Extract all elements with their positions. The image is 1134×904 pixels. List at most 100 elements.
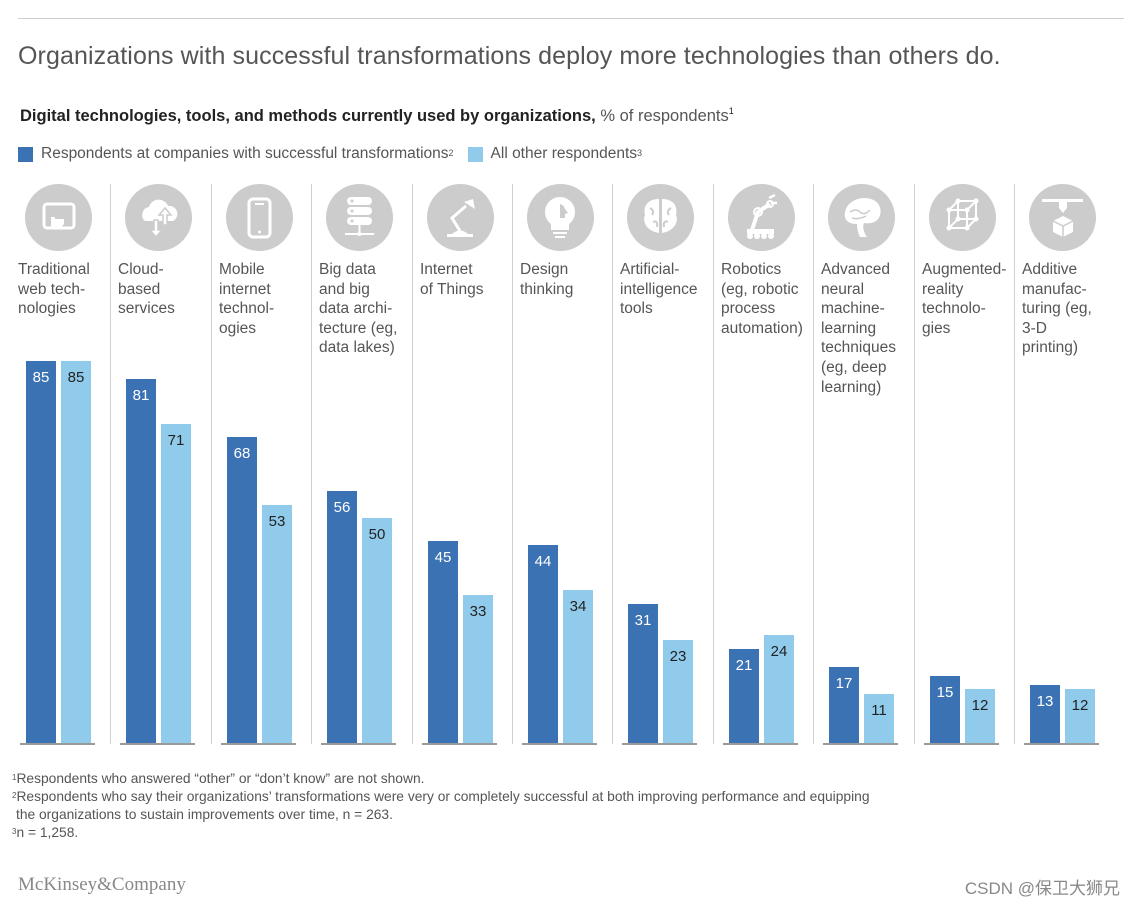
- footnote-marker: 3: [12, 827, 17, 836]
- footnotes: 1Respondents who answered “other” or “do…: [12, 770, 870, 842]
- category-label: Augmented- reality technolo- gies: [922, 261, 1007, 337]
- bar-successful: [327, 491, 357, 743]
- bar-value-label: 85: [67, 369, 85, 386]
- column-divider: [512, 184, 513, 744]
- category-baseline: [723, 743, 798, 745]
- column-divider: [813, 184, 814, 744]
- bar-value-label: 23: [669, 648, 687, 665]
- bar-successful: [729, 649, 759, 743]
- chart-headline: Organizations with successful transforma…: [18, 42, 1001, 70]
- column-divider: [713, 184, 714, 744]
- category-baseline: [422, 743, 497, 745]
- watermark: CSDN @保卫大狮兄: [964, 879, 1120, 898]
- bar-others: [965, 689, 995, 743]
- bar-value-label: 24: [770, 643, 788, 660]
- subtitle-unit: % of respondents: [600, 107, 729, 125]
- legend: Respondents at companies with successful…: [18, 145, 656, 163]
- footnote-3: 3n = 1,258.: [12, 824, 870, 842]
- bar-value-label: 17: [835, 675, 853, 692]
- smartphone-icon: [226, 184, 293, 251]
- bar-successful: [26, 361, 56, 743]
- category-label: Artificial- intelligence tools: [620, 261, 698, 318]
- bar-others: [262, 505, 292, 743]
- legend-footnote-ref: 2: [448, 148, 454, 158]
- cloud-sync-icon: [125, 184, 192, 251]
- bar-successful: [829, 667, 859, 743]
- footnote-text: Respondents who say their organizations’…: [16, 789, 870, 804]
- bar-successful: [1030, 685, 1060, 743]
- footnote-text: the organizations to sustain improvement…: [16, 807, 393, 822]
- bar-successful: [126, 379, 156, 743]
- category-baseline: [823, 743, 898, 745]
- legend-item-successful: Respondents at companies with successful…: [18, 145, 454, 163]
- category-label: Design thinking: [520, 261, 574, 298]
- bar-others: [764, 635, 794, 743]
- legend-item-others: All other respondents 3: [467, 145, 643, 163]
- bar-others: [563, 590, 593, 743]
- column-divider: [110, 184, 111, 744]
- category-baseline: [622, 743, 697, 745]
- bar-successful: [930, 676, 960, 743]
- bar-value-label: 15: [936, 684, 954, 701]
- category-label: Advanced neural machine- learning techni…: [821, 261, 896, 396]
- server-stack-icon: [326, 184, 393, 251]
- brain-icon: [627, 184, 694, 251]
- footnote-marker: 1: [12, 773, 17, 782]
- bar-value-label: 68: [233, 445, 251, 462]
- legend-label-others: All other respondents: [490, 145, 638, 162]
- category-label: Robotics (eg, robotic process automation…: [721, 261, 803, 337]
- bar-value-label: 11: [871, 702, 887, 719]
- category-label: Big data and big data archi- tecture (eg…: [319, 261, 398, 357]
- bar-value-label: 56: [333, 499, 351, 516]
- column-divider: [412, 184, 413, 744]
- bar-successful: [628, 604, 658, 743]
- bar-others: [463, 595, 493, 743]
- bar-others: [1065, 689, 1095, 743]
- footnote-2-cont: the organizations to sustain improvement…: [12, 806, 870, 824]
- mckinsey-logo: McKinsey&Company: [18, 874, 186, 895]
- footnote-marker: 2: [12, 791, 17, 800]
- category-baseline: [221, 743, 296, 745]
- footnote-text: Respondents who answered “other” or “don…: [16, 771, 425, 786]
- column-divider: [211, 184, 212, 744]
- bar-value-label: 31: [634, 612, 652, 629]
- bar-others: [61, 361, 91, 743]
- footnote-1: 1Respondents who answered “other” or “do…: [12, 770, 870, 788]
- bar-value-label: 85: [32, 369, 50, 386]
- category-baseline: [321, 743, 396, 745]
- category-label: Cloud- based services: [118, 261, 175, 318]
- bar-others: [864, 694, 894, 743]
- footnote-text: n = 1,258.: [16, 825, 79, 840]
- chart-subtitle: Digital technologies, tools, and methods…: [20, 106, 734, 126]
- touchscreen-icon: [25, 184, 92, 251]
- lightbulb-head-icon: [527, 184, 594, 251]
- bar-value-label: 50: [368, 526, 386, 543]
- bar-value-label: 34: [569, 598, 587, 615]
- bar-successful: [428, 541, 458, 743]
- legend-label-successful: Respondents at companies with successful…: [41, 145, 449, 162]
- category-baseline: [1024, 743, 1099, 745]
- column-divider: [914, 184, 915, 744]
- column-divider: [311, 184, 312, 744]
- category-baseline: [120, 743, 195, 745]
- bar-value-label: 12: [971, 697, 989, 714]
- category-baseline: [20, 743, 95, 745]
- bar-value-label: 71: [167, 432, 185, 449]
- bar-value-label: 53: [268, 513, 286, 530]
- category-baseline: [924, 743, 999, 745]
- footnote-2: 2Respondents who say their organizations…: [12, 788, 870, 806]
- legend-footnote-ref: 3: [637, 148, 643, 158]
- column-divider: [612, 184, 613, 744]
- bar-successful: [227, 437, 257, 743]
- bar-value-label: 81: [132, 387, 150, 404]
- category-label: Additive manufac- turing (eg, 3-D printi…: [1022, 261, 1092, 357]
- bar-value-label: 44: [534, 553, 552, 570]
- category-baseline: [522, 743, 597, 745]
- desk-lamp-icon: [427, 184, 494, 251]
- top-rule: [18, 18, 1124, 19]
- robot-arm-icon: [728, 184, 795, 251]
- category-label: Mobile internet technol- ogies: [219, 261, 275, 337]
- subtitle-footnote-ref: 1: [728, 106, 734, 116]
- wireframe-cube-icon: [929, 184, 996, 251]
- column-divider: [1014, 184, 1015, 744]
